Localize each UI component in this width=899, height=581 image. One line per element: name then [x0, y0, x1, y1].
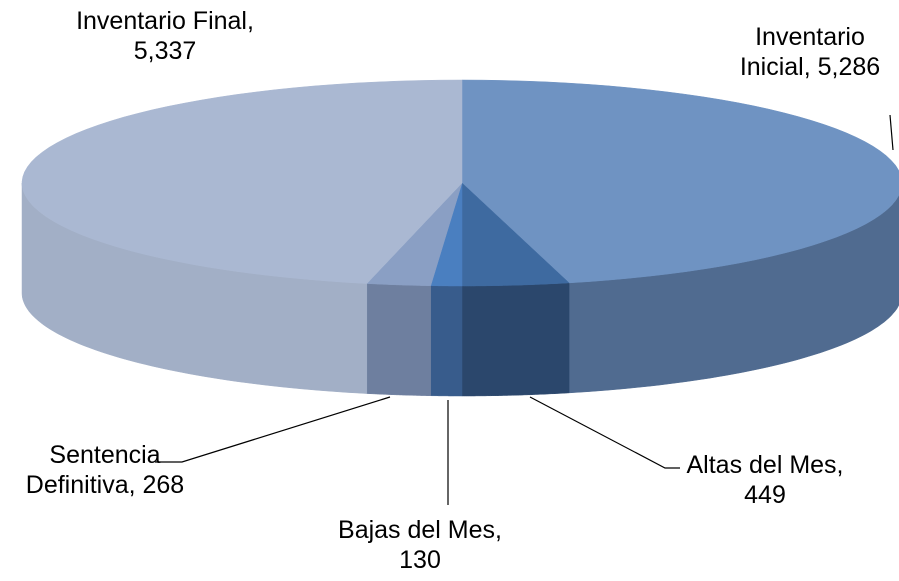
data-label: Bajas del Mes, 130	[338, 516, 502, 574]
leader-line	[889, 114, 894, 151]
slice	[21, 79, 463, 284]
data-label: Inventario Final, 5,337	[76, 7, 254, 65]
data-label: Sentencia Definitiva, 268	[25, 441, 185, 499]
slice	[366, 182, 463, 286]
slice-side	[461, 282, 570, 397]
data-label: Inventario Inicial, 5,286	[739, 23, 881, 81]
data-label: Altas del Mes, 449	[686, 451, 844, 509]
slice	[461, 182, 570, 287]
slice-side	[366, 283, 431, 396]
leader-line	[155, 396, 391, 463]
leader-line	[529, 396, 680, 469]
slice-side	[430, 285, 463, 397]
